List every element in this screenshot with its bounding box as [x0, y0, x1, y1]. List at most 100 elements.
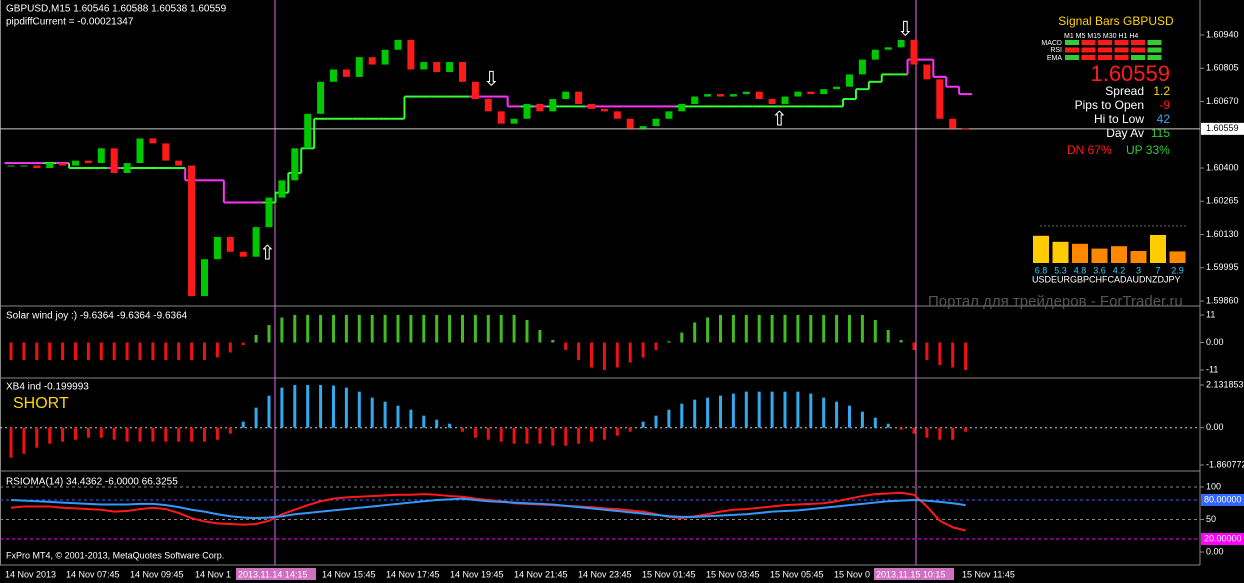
- histogram-bar: [783, 315, 787, 343]
- histogram-bar: [319, 385, 323, 428]
- strength-value: 6.8: [1035, 265, 1048, 275]
- time-label: 14 Nov 07:45: [66, 569, 120, 579]
- histogram-bar: [461, 427, 464, 432]
- histogram-bar: [770, 315, 774, 343]
- candle: [59, 163, 67, 166]
- strength-value: 3.6: [1093, 265, 1106, 275]
- signal-cell: [1147, 55, 1162, 60]
- y-tick-label: -1.860772: [1206, 459, 1244, 469]
- histogram-bar: [190, 342, 194, 360]
- histogram-bar: [448, 315, 452, 343]
- histogram-bar: [731, 393, 735, 428]
- candle: [342, 69, 350, 77]
- strength-value: 3: [1136, 265, 1141, 275]
- stat-value: 1.2: [1153, 84, 1170, 98]
- y-tick-label: -11: [1206, 364, 1218, 374]
- candle: [897, 39, 905, 48]
- signal-cell: [1114, 55, 1129, 60]
- histogram-bar: [757, 391, 761, 428]
- candle: [368, 57, 376, 65]
- candle: [910, 39, 918, 65]
- histogram-bar: [938, 427, 942, 440]
- histogram-bar: [125, 342, 129, 360]
- histogram-bar: [267, 325, 271, 343]
- histogram-bar: [706, 317, 710, 343]
- arrow: ⇩: [897, 18, 914, 40]
- histogram-bar: [848, 315, 851, 343]
- arrow: ⇩: [483, 68, 500, 90]
- candle: [471, 81, 479, 100]
- histogram-bar: [615, 427, 619, 436]
- current-price-label: 1.60559: [1206, 123, 1239, 133]
- candle: [433, 62, 441, 72]
- signal-text: SHORT: [13, 395, 69, 412]
- histogram-bar: [551, 427, 555, 446]
- histogram-bar: [538, 330, 542, 343]
- time-label: 15 Nov 0: [834, 569, 870, 579]
- price: 1.60559: [1090, 61, 1170, 86]
- y-tick-label: 1.60265: [1206, 196, 1239, 206]
- histogram-bar: [332, 315, 335, 343]
- candle: [381, 49, 389, 65]
- histogram-bar: [74, 342, 77, 360]
- signal-cell: [1131, 40, 1145, 45]
- candle: [201, 259, 208, 297]
- histogram-bar: [409, 409, 413, 428]
- histogram-bar: [912, 427, 916, 434]
- candle: [807, 91, 815, 95]
- histogram-bar: [912, 342, 916, 350]
- histogram-bar: [435, 315, 439, 343]
- row-label: EMA: [1047, 55, 1063, 62]
- candle: [755, 91, 763, 100]
- candle: [252, 227, 260, 257]
- histogram-bar: [151, 427, 155, 442]
- candle: [123, 163, 131, 173]
- candle: [794, 91, 802, 97]
- histogram-bar: [680, 332, 684, 343]
- strength-bar: [1072, 243, 1088, 263]
- histogram-bar: [22, 427, 26, 454]
- signal-cell: [1065, 47, 1079, 53]
- histogram-bar: [370, 397, 374, 428]
- time-label: 14 Nov 15:45: [322, 569, 376, 579]
- signal-panel: Signal Bars GBPUSD M1 M5 M15 M30 H1 H4 M…: [1032, 14, 1186, 284]
- histogram-bar: [9, 427, 13, 458]
- histogram-bar: [719, 395, 722, 428]
- candle: [523, 103, 531, 119]
- histogram-bar: [177, 427, 181, 442]
- histogram-bar: [61, 342, 65, 360]
- candle: [265, 197, 273, 228]
- histogram-bar: [615, 342, 619, 368]
- time-label: 14 Nov 09:45: [130, 569, 184, 579]
- histogram-bar: [74, 427, 77, 440]
- candle: [484, 99, 492, 112]
- strength-value: 4.8: [1074, 265, 1087, 275]
- y-tick-label: 2.131853: [1206, 379, 1244, 389]
- histogram-bar: [964, 427, 968, 432]
- histogram-bar: [422, 315, 426, 343]
- histogram-bar: [422, 415, 426, 428]
- candle: [330, 69, 337, 82]
- signal-cell: [1114, 40, 1129, 45]
- candle: [175, 160, 183, 166]
- histogram-bar: [860, 411, 864, 428]
- strength-value: 5.3: [1054, 265, 1067, 275]
- stat-label: Hi to Low: [1094, 112, 1144, 126]
- histogram-bar: [951, 427, 955, 440]
- candle: [46, 163, 54, 169]
- histogram-bar: [215, 342, 219, 358]
- candle: [820, 89, 828, 95]
- histogram-bar: [486, 315, 490, 343]
- candle: [355, 57, 363, 77]
- symbol-info: GBPUSD,M15 1.60546 1.60588 1.60538 1.605…: [6, 4, 227, 15]
- time-label: 14 Nov 21:45: [514, 569, 568, 579]
- candle: [949, 118, 957, 129]
- candle: [742, 91, 750, 95]
- histogram-bar: [9, 342, 13, 360]
- up-pct: UP 33%: [1126, 143, 1170, 157]
- histogram-bar: [486, 427, 490, 440]
- time-label: 14 Nov 2013: [5, 569, 56, 579]
- signal-cell: [1081, 55, 1096, 60]
- histogram-bar: [461, 315, 464, 343]
- histogram-bar: [357, 391, 361, 428]
